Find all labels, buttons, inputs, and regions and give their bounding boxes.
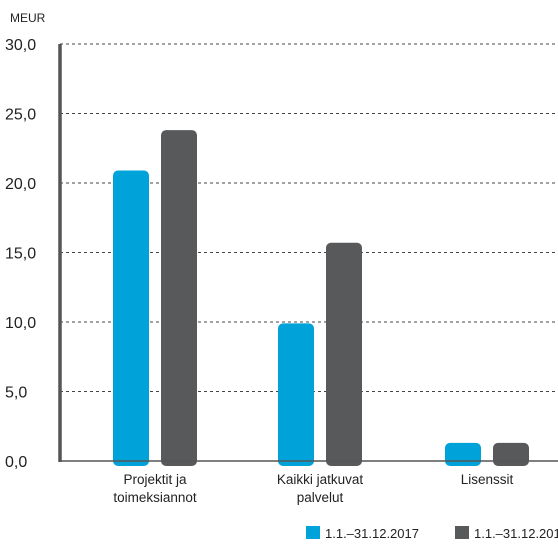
- bar: [161, 130, 197, 466]
- bar: [113, 170, 149, 467]
- bar: [326, 242, 362, 466]
- y-tick-label: 0,0: [5, 454, 27, 471]
- category-label: toimeksiannot: [113, 490, 197, 505]
- legend-label: 1.1.–31.12.2017: [325, 526, 419, 541]
- y-tick-label: 5,0: [5, 385, 27, 402]
- category-labels: Projektit ja toimeksiannot Kaikki jatkuvat…: [113, 472, 513, 505]
- legend-label: 1.1.–31.12.2018: [474, 526, 558, 541]
- category-label: Kaikki jatkuvat: [277, 472, 364, 487]
- category-label: palvelut: [297, 490, 344, 505]
- y-tick-label: 10,0: [5, 315, 36, 332]
- category-label: Lisenssit: [461, 472, 514, 487]
- legend: 1.1.–31.12.2017 1.1.–31.12.2018: [306, 526, 558, 541]
- grid: [60, 43, 558, 392]
- legend-swatch: [306, 526, 320, 539]
- bars: [113, 130, 529, 467]
- legend-swatch: [455, 526, 469, 539]
- y-tick-label: 25,0: [5, 107, 36, 124]
- unit-label: MEUR: [10, 11, 46, 25]
- y-tick-label: 30,0: [5, 37, 36, 54]
- bar: [493, 442, 529, 466]
- category-label: Projektit ja: [123, 472, 187, 487]
- y-tick-labels: 0,0 5,0 10,0 15,0 20,0 25,0 30,0: [5, 37, 36, 471]
- y-tick-label: 15,0: [5, 246, 36, 263]
- bar: [278, 323, 314, 466]
- bar: [445, 442, 481, 466]
- y-tick-label: 20,0: [5, 176, 36, 193]
